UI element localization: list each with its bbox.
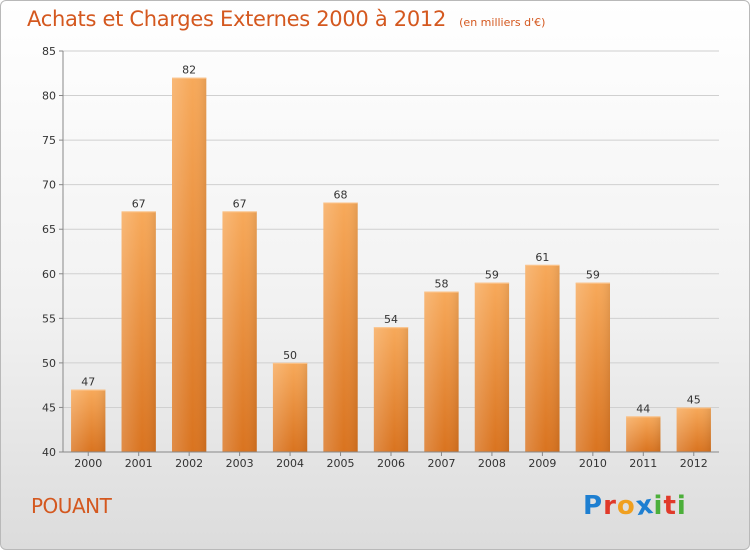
x-tick-label: 2008 <box>478 457 506 470</box>
data-label: 59 <box>586 269 600 282</box>
x-tick-label: 2012 <box>680 457 708 470</box>
data-label: 58 <box>434 278 448 291</box>
x-tick-label: 2010 <box>579 457 607 470</box>
x-tick-label: 2003 <box>226 457 254 470</box>
y-tick-label: 70 <box>42 179 56 192</box>
data-label: 67 <box>132 197 146 210</box>
bar-shade <box>323 202 358 452</box>
bars-layer <box>71 77 711 452</box>
logo-letter: t <box>663 491 677 521</box>
bar-shade <box>474 282 510 452</box>
bar-shade <box>626 416 661 452</box>
logo-letter: i <box>653 491 664 521</box>
bar-shade <box>121 211 156 452</box>
x-tick-label: 2000 <box>74 457 102 470</box>
y-tick-label: 50 <box>42 357 56 370</box>
logo-letter: P <box>583 491 604 521</box>
logo-letter: i <box>676 491 687 521</box>
y-tick-label: 45 <box>42 401 56 414</box>
bar-shade <box>575 282 611 452</box>
data-label: 50 <box>283 349 297 362</box>
data-label: 47 <box>81 376 95 389</box>
title-row: Achats et Charges Externes 2000 à 2012 (… <box>27 7 545 31</box>
logo-letter: o <box>616 491 636 521</box>
x-tick-label: 2006 <box>377 457 405 470</box>
commune-name: POUANT <box>31 494 112 518</box>
x-tick-label: 2009 <box>528 457 556 470</box>
data-label: 68 <box>334 188 348 201</box>
y-tick-label: 40 <box>42 446 56 459</box>
data-label: 44 <box>636 402 650 415</box>
x-tick-label: 2002 <box>175 457 203 470</box>
x-tick-label: 2007 <box>427 457 455 470</box>
y-tick-label: 85 <box>42 45 56 58</box>
data-label: 59 <box>485 269 499 282</box>
data-label: 45 <box>687 393 701 406</box>
y-tick-label: 75 <box>42 134 56 147</box>
x-tick-label: 2004 <box>276 457 304 470</box>
x-tick-label: 2001 <box>125 457 153 470</box>
logo-letter: r <box>603 491 617 521</box>
data-label: 61 <box>535 251 549 264</box>
bar-shade <box>525 264 560 452</box>
logo-letter: x <box>633 489 656 523</box>
axes-layer: 40 45 50 55 60 65 70 75 80 85 2000 2001 2002 2003 2004… <box>42 45 719 470</box>
bar-shade <box>222 211 257 452</box>
y-tick-label: 60 <box>42 268 56 281</box>
data-label: 82 <box>182 64 196 77</box>
bar-shade <box>676 407 711 452</box>
bar-shade <box>424 291 459 452</box>
chart-subtitle: (en milliers d'€) <box>459 16 546 29</box>
bar-shade <box>272 362 308 452</box>
bar-shade <box>373 327 409 452</box>
proxiti-logo[interactable]: Proxiti <box>583 489 687 523</box>
bar-shade <box>171 77 207 452</box>
bar-shade <box>71 389 106 452</box>
labels-layer: 47 67 82 67 50 68 54 58 59 61 59 44 45 <box>81 64 701 416</box>
data-label: 67 <box>233 197 247 210</box>
x-tick-label: 2011 <box>629 457 657 470</box>
x-tick-label: 2005 <box>327 457 355 470</box>
chart-title: Achats et Charges Externes 2000 à 2012 <box>27 7 447 31</box>
y-tick-label: 55 <box>42 312 56 325</box>
y-tick-label: 65 <box>42 223 56 236</box>
data-label: 54 <box>384 313 398 326</box>
y-tick-label: 80 <box>42 90 56 103</box>
